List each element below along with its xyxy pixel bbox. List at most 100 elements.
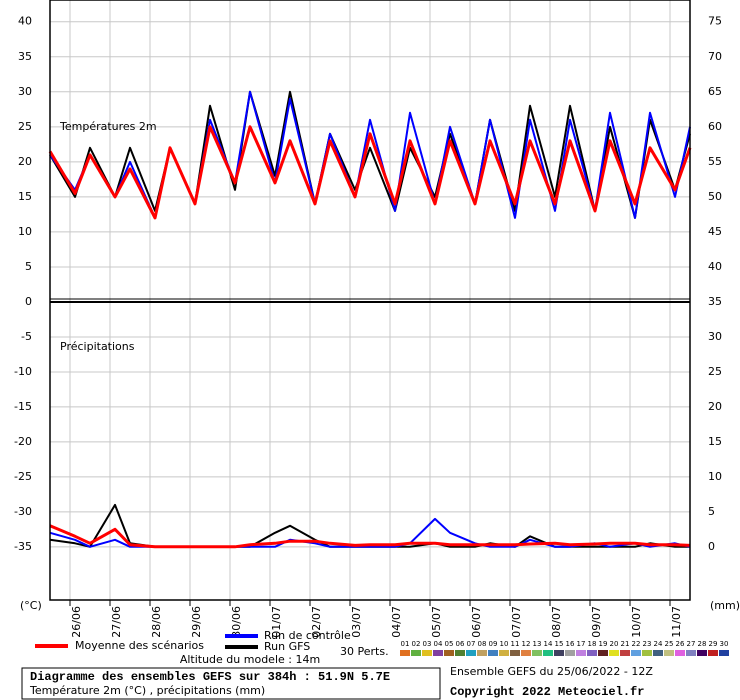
perturbation-swatch [532,650,542,656]
y2-tick-label: 50 [708,190,722,203]
perturbation-label: 16 [566,640,575,648]
y2-tick-label: 25 [708,365,722,378]
y-tick-label: 15 [18,190,32,203]
y2-tick-label: 5 [708,505,715,518]
copyright: Copyright 2022 Meteociel.fr [450,685,644,699]
perturbation-swatch [642,650,652,656]
x-tick-label: 03/07 [350,606,363,638]
perturbation-swatch [609,650,619,656]
perturbation-label: 06 [456,640,465,648]
perturbation-swatch [477,650,487,656]
y2-tick-label: 35 [708,295,722,308]
perturbation-swatch [565,650,575,656]
perturbation-swatch [675,650,685,656]
perturbation-swatch [455,650,465,656]
x-tick-label: 08/07 [550,606,563,638]
perturbation-swatch [576,650,586,656]
perturbation-swatch [422,650,432,656]
panel-label: Températures 2m [59,120,157,133]
y-tick-label: -5 [21,330,32,343]
perturbation-swatch [554,650,564,656]
x-tick-label: 09/07 [590,606,603,638]
y2-tick-label: 20 [708,400,722,413]
perturbation-label: 28 [698,640,707,648]
y-tick-label: 20 [18,155,32,168]
perturbation-swatch [521,650,531,656]
perturbation-label: 05 [445,640,454,648]
y2-unit: (mm) [710,599,740,612]
perturbation-swatch [708,650,718,656]
frame [49,0,691,601]
y-tick-label: -35 [14,540,32,553]
y-tick-label: 30 [18,85,32,98]
y2-tick-label: 75 [708,15,722,28]
y2-tick-label: 40 [708,260,722,273]
perturbation-label: 09 [489,640,498,648]
perturbation-swatch [466,650,476,656]
perturbation-label: 27 [687,640,696,648]
perturbation-label: 26 [676,640,685,648]
perturbation-label: 03 [423,640,432,648]
legend-label: Run GFS [264,640,310,653]
perturbation-label: 08 [478,640,487,648]
y2-tick-label: 65 [708,85,722,98]
perturbation-swatch [620,650,630,656]
y-tick-label: 10 [18,225,32,238]
perturbation-swatch [598,650,608,656]
perturbation-swatch [499,650,509,656]
perturbation-label: 24 [654,640,663,648]
y2-tick-label: 10 [708,470,722,483]
perturbation-label: 25 [665,640,674,648]
perturbation-swatch [653,650,663,656]
perturbation-label: 17 [577,640,586,648]
perturbation-label: 29 [709,640,718,648]
x-tick-label: 30/06 [230,606,243,638]
x-tick-label: 11/07 [670,606,683,638]
perturbations-label: 30 Perts. [340,645,389,658]
x-tick-label: 07/07 [510,606,523,638]
perturbation-label: 19 [599,640,608,648]
x-tick-label: 04/07 [390,606,403,638]
y-tick-label: 5 [25,260,32,273]
y-tick-label: -30 [14,505,32,518]
y2-tick-label: 15 [708,435,722,448]
x-tick-label: 28/06 [150,606,163,638]
x-tick-label: 01/07 [270,606,283,638]
run-info: Ensemble GEFS du 25/06/2022 - 12Z [450,665,653,678]
perturbation-label: 01 [401,640,410,648]
perturbation-swatch [488,650,498,656]
y-tick-label: 25 [18,120,32,133]
y-tick-label: -15 [14,400,32,413]
y-tick-label: -25 [14,470,32,483]
footer-title: Diagramme des ensembles GEFS sur 384h : … [30,670,390,684]
plot-area [50,0,690,600]
perturbation-label: 23 [643,640,652,648]
y2-tick-label: 60 [708,120,722,133]
perturbation-label: 11 [511,640,520,648]
altitude: Altitude du modele : 14m [180,653,320,666]
x-tick-label: 29/06 [190,606,203,638]
y-tick-label: -20 [14,435,32,448]
perturbation-swatch [510,650,520,656]
y2-tick-label: 55 [708,155,722,168]
perturbation-swatch [400,650,410,656]
y2-tick-label: 0 [708,540,715,553]
y2-tick-label: 70 [708,50,722,63]
y-tick-label: 35 [18,50,32,63]
x-tick-label: 26/06 [70,606,83,638]
series-line [48,125,692,220]
series-line [49,524,691,549]
y-tick-label: 0 [25,295,32,308]
y-tick-label: 40 [18,15,32,28]
perturbation-label: 20 [610,640,619,648]
legend-label: Moyenne des scénarios [75,639,204,652]
x-tick-label: 06/07 [470,606,483,638]
perturbation-label: 18 [588,640,597,648]
perturbation-label: 02 [412,640,421,648]
x-tick-label: 05/07 [430,606,443,638]
perturbation-label: 22 [632,640,641,648]
perturbation-swatch [664,650,674,656]
perturbation-swatch [411,650,421,656]
perturbation-swatch [719,650,729,656]
x-tick-label: 02/07 [310,606,323,638]
